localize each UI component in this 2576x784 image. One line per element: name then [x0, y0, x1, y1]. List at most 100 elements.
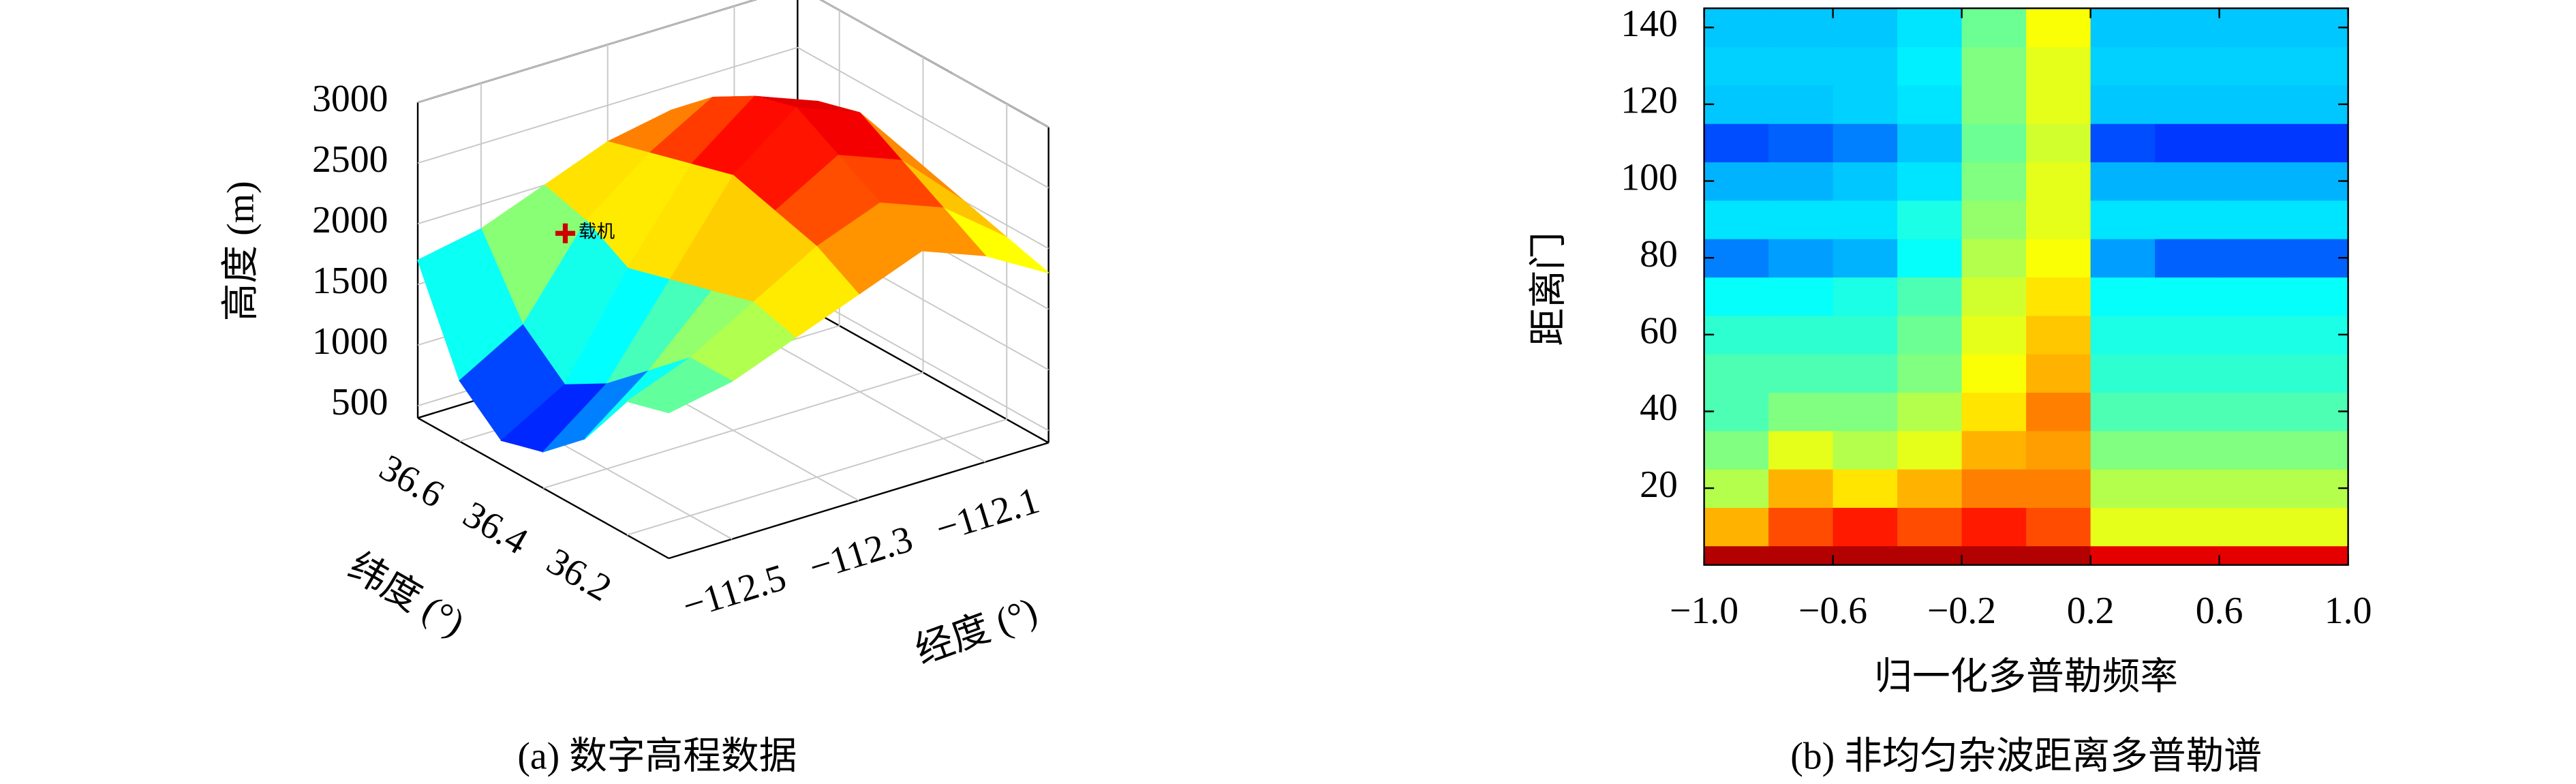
heatmap-cell	[1704, 392, 1769, 432]
heatmap-cell	[2090, 200, 2156, 239]
heatmap-cell	[1897, 85, 1963, 124]
x-tick-label: 0.2	[2067, 590, 2115, 632]
heatmap-cell	[1897, 8, 1963, 48]
heatmap-cell	[1833, 200, 1898, 239]
heatmap-cell	[1961, 353, 2027, 393]
heatmap-cell	[1897, 430, 1963, 470]
heatmap-cell	[1768, 315, 1834, 355]
heatmap-cell	[2219, 430, 2284, 470]
heatmap-cell	[2026, 545, 2091, 566]
heatmap-cell	[2284, 545, 2349, 566]
heatmap-cell	[2219, 239, 2284, 278]
heatmap-cell	[2155, 200, 2220, 239]
heatmap-cell	[1961, 507, 2027, 547]
y-tick-label: 36.4	[456, 493, 534, 562]
heatmap-cell	[1833, 507, 1898, 547]
annotation-marker	[555, 223, 576, 243]
heatmap-cell	[1704, 239, 1769, 278]
heatmap-cell	[2090, 162, 2156, 201]
grid-line	[820, 0, 1049, 128]
heatmap-cell	[2026, 200, 2091, 239]
heatmap-cell	[2219, 8, 2284, 48]
heatmap-cell	[1704, 468, 1769, 508]
heatmap-cell	[2284, 315, 2349, 355]
heatmap-cell	[2284, 8, 2349, 48]
heatmap-cell	[2026, 8, 2091, 48]
heatmap-cell	[2155, 353, 2220, 393]
x-tick-label: −1.0	[1670, 590, 1738, 632]
grid-line	[797, 46, 1049, 189]
heatmap-cell	[1961, 315, 2027, 355]
y-tick-label: 140	[1621, 3, 1678, 45]
x-tick-label: −0.2	[1927, 590, 1996, 632]
heatmap-cell	[1833, 85, 1898, 124]
heatmap-cell	[2219, 315, 2284, 355]
heatmap-cell	[1961, 277, 2027, 316]
heatmap-cell	[1704, 277, 1769, 316]
heatmap-cell	[2090, 239, 2156, 278]
heatmap-cell	[2284, 468, 2349, 508]
heatmap-cell	[1768, 239, 1834, 278]
heatmap-cell	[2284, 46, 2349, 86]
heatmap-cell	[1768, 353, 1834, 393]
heatmap-cell	[1897, 277, 1963, 316]
heatmap-cell	[2026, 162, 2091, 201]
heatmap-cell	[1897, 200, 1963, 239]
heatmap-cell	[2284, 123, 2349, 163]
heatmap-cell	[2090, 123, 2156, 163]
heatmap-cell	[1897, 46, 1963, 86]
surface-patch	[626, 357, 733, 414]
heatmap-cell	[2219, 46, 2284, 86]
heatmap-cell	[1704, 85, 1769, 124]
heatmap-cell	[1768, 8, 1834, 48]
heatmap-cell	[2155, 430, 2220, 470]
z-tick-label: 1500	[312, 260, 388, 302]
y-tick-label: 40	[1640, 387, 1678, 429]
heatmap-cell	[2155, 8, 2220, 48]
heatmap-cell	[1768, 277, 1834, 316]
heatmap-cell	[1768, 123, 1834, 163]
heatmap-cell	[2155, 239, 2220, 278]
heatmap-cell	[2219, 85, 2284, 124]
heatmap-cell	[1897, 507, 1963, 547]
y-tick-label: 60	[1640, 310, 1678, 352]
heatmap-cell	[1704, 353, 1769, 393]
heatmap-cell	[1704, 200, 1769, 239]
heatmap-cell	[2219, 507, 2284, 547]
heatmap-cell	[1961, 430, 2027, 470]
heatmap-cell	[2284, 162, 2349, 201]
x-axis-label: 归一化多普勒频率	[1874, 656, 2178, 698]
annotation: 载机	[579, 221, 615, 241]
z-tick-label: 1000	[312, 320, 388, 363]
heatmap-cell	[1833, 430, 1898, 470]
heatmap-cell	[1961, 8, 2027, 48]
heatmap-cell	[2155, 162, 2220, 201]
heatmap-cell	[1704, 430, 1769, 470]
heatmap-cell	[2155, 315, 2220, 355]
heatmap-cell	[2026, 468, 2091, 508]
heatmap-cell	[1897, 239, 1963, 278]
heatmap-cell	[1833, 468, 1898, 508]
heatmap-cell	[2284, 430, 2349, 470]
heatmap-cell	[1704, 315, 1769, 355]
y-axis-label: 纬度 (°)	[341, 545, 472, 645]
heatmap-cell	[2090, 353, 2156, 393]
heatmap-cell	[2090, 277, 2156, 316]
heatmap-cell	[2026, 123, 2091, 163]
z-tick-label: 2000	[312, 199, 388, 241]
heatmap-cell	[1897, 315, 1963, 355]
y-tick-label: 80	[1640, 233, 1678, 275]
heatmap-cell	[1833, 392, 1898, 432]
heatmap-cell	[2026, 46, 2091, 86]
y-tick-label: 36.2	[540, 540, 618, 609]
heatmap-cell	[1833, 239, 1898, 278]
heatmap-cell	[2155, 468, 2220, 508]
grid-line	[542, 372, 923, 489]
heatmap-cell	[1768, 85, 1834, 124]
heatmap-cell	[2219, 392, 2284, 432]
heatmap-cell	[1833, 545, 1898, 566]
y-tick-label: 120	[1621, 80, 1678, 122]
heatmap-cell	[2026, 239, 2091, 278]
heatmap-cell	[2219, 200, 2284, 239]
